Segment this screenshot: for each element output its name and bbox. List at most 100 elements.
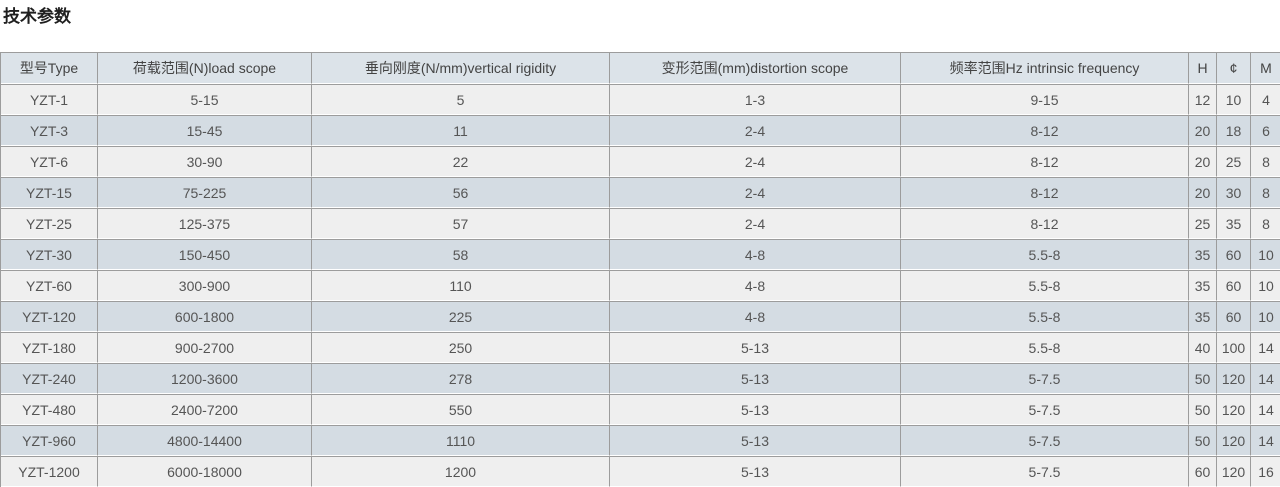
- table-row: YZT-25 125-375 57 2-4 8-12 25 35 8: [1, 208, 1280, 239]
- table-cell: 35: [1217, 208, 1251, 239]
- table-cell: 120: [1217, 363, 1251, 394]
- table-cell: 2-4: [610, 146, 901, 177]
- table-cell: 35: [1189, 301, 1217, 332]
- table-cell: 5-7.5: [901, 456, 1189, 487]
- table-cell: 5-15: [98, 84, 312, 115]
- table-cell: 56: [312, 177, 610, 208]
- table-row: YZT-30 150-450 58 4-8 5.5-8 35 60 10: [1, 239, 1280, 270]
- table-body: YZT-1 5-15 5 1-3 9-15 12 10 4 YZT-3 15-45 11 2-4 8-1…: [1, 84, 1280, 487]
- table-row: YZT-120 600-1800 225 4-8 5.5-8 35 60 10: [1, 301, 1280, 332]
- table-cell: 60: [1217, 239, 1251, 270]
- table-cell: YZT-960: [1, 425, 98, 456]
- table-cell: YZT-3: [1, 115, 98, 146]
- table-cell: 10: [1251, 301, 1280, 332]
- table-cell: 50: [1189, 394, 1217, 425]
- table-cell: 1200: [312, 456, 610, 487]
- column-header: M: [1251, 53, 1280, 84]
- table-cell: 5-13: [610, 456, 901, 487]
- table-cell: YZT-1: [1, 84, 98, 115]
- table-cell: 250: [312, 332, 610, 363]
- table-cell: 8-12: [901, 177, 1189, 208]
- table-cell: 12: [1189, 84, 1217, 115]
- table-cell: 10: [1251, 239, 1280, 270]
- table-cell: 5.5-8: [901, 301, 1189, 332]
- table-cell: 58: [312, 239, 610, 270]
- table-cell: 14: [1251, 363, 1280, 394]
- table-cell: YZT-30: [1, 239, 98, 270]
- table-cell: 10: [1251, 270, 1280, 301]
- table-cell: 40: [1189, 332, 1217, 363]
- table-cell: 1-3: [610, 84, 901, 115]
- column-header: 变形范围(mm)distortion scope: [610, 53, 901, 84]
- table-cell: 60: [1217, 270, 1251, 301]
- table-cell: 8: [1251, 146, 1280, 177]
- table-cell: 4-8: [610, 301, 901, 332]
- table-cell: 4: [1251, 84, 1280, 115]
- table-cell: 16: [1251, 456, 1280, 487]
- table-cell: 20: [1189, 177, 1217, 208]
- table-cell: YZT-60: [1, 270, 98, 301]
- table-row: YZT-1200 6000-18000 1200 5-13 5-7.5 60 120 16: [1, 456, 1280, 487]
- table-cell: 4-8: [610, 239, 901, 270]
- table-cell: 2-4: [610, 177, 901, 208]
- table-cell: 35: [1189, 270, 1217, 301]
- page-title: 技术参数: [3, 7, 71, 26]
- table-cell: 5: [312, 84, 610, 115]
- table-cell: 5-7.5: [901, 394, 1189, 425]
- table-cell: 8-12: [901, 208, 1189, 239]
- table-cell: 6: [1251, 115, 1280, 146]
- table-cell: 120: [1217, 425, 1251, 456]
- table-cell: 5-13: [610, 425, 901, 456]
- table-cell: 50: [1189, 425, 1217, 456]
- table-cell: YZT-240: [1, 363, 98, 394]
- table-cell: 8-12: [901, 115, 1189, 146]
- table-cell: 110: [312, 270, 610, 301]
- table-cell: 75-225: [98, 177, 312, 208]
- table-cell: 8: [1251, 177, 1280, 208]
- header-row: 型号Type 荷载范围(N)load scope 垂向刚度(N/mm)vertica…: [1, 53, 1280, 84]
- table-cell: 100: [1217, 332, 1251, 363]
- table-cell: 278: [312, 363, 610, 394]
- table-cell: 550: [312, 394, 610, 425]
- table-cell: 120: [1217, 394, 1251, 425]
- table-cell: 1200-3600: [98, 363, 312, 394]
- table-row: YZT-15 75-225 56 2-4 8-12 20 30 8: [1, 177, 1280, 208]
- table-cell: 5-7.5: [901, 425, 1189, 456]
- table-cell: 8-12: [901, 146, 1189, 177]
- table-cell: YZT-480: [1, 394, 98, 425]
- table-cell: 5-13: [610, 332, 901, 363]
- table-cell: 25: [1217, 146, 1251, 177]
- table-cell: 20: [1189, 146, 1217, 177]
- table-cell: 225: [312, 301, 610, 332]
- table-cell: 14: [1251, 394, 1280, 425]
- table-row: YZT-60 300-900 110 4-8 5.5-8 35 60 10: [1, 270, 1280, 301]
- table-cell: 1110: [312, 425, 610, 456]
- column-header: 型号Type: [1, 53, 98, 84]
- table-cell: 5-13: [610, 394, 901, 425]
- table-cell: 4-8: [610, 270, 901, 301]
- table-cell: YZT-1200: [1, 456, 98, 487]
- table-cell: 9-15: [901, 84, 1189, 115]
- table-cell: 30: [1217, 177, 1251, 208]
- table-cell: 15-45: [98, 115, 312, 146]
- table-cell: 125-375: [98, 208, 312, 239]
- table-cell: YZT-6: [1, 146, 98, 177]
- table-cell: 600-1800: [98, 301, 312, 332]
- table-row: YZT-240 1200-3600 278 5-13 5-7.5 50 120 14: [1, 363, 1280, 394]
- table-cell: 150-450: [98, 239, 312, 270]
- table-cell: YZT-15: [1, 177, 98, 208]
- table-cell: 2-4: [610, 208, 901, 239]
- table-row: YZT-1 5-15 5 1-3 9-15 12 10 4: [1, 84, 1280, 115]
- table-row: YZT-180 900-2700 250 5-13 5.5-8 40 100 14: [1, 332, 1280, 363]
- table-cell: 2-4: [610, 115, 901, 146]
- table-cell: 22: [312, 146, 610, 177]
- table-cell: 4800-14400: [98, 425, 312, 456]
- table-cell: 60: [1217, 301, 1251, 332]
- table-row: YZT-960 4800-14400 1110 5-13 5-7.5 50 120 14: [1, 425, 1280, 456]
- specs-table: 型号Type 荷载范围(N)load scope 垂向刚度(N/mm)vertica…: [0, 52, 1280, 487]
- table-cell: 5.5-8: [901, 270, 1189, 301]
- table-cell: 10: [1217, 84, 1251, 115]
- table-row: YZT-6 30-90 22 2-4 8-12 20 25 8: [1, 146, 1280, 177]
- table-row: YZT-3 15-45 11 2-4 8-12 20 18 6: [1, 115, 1280, 146]
